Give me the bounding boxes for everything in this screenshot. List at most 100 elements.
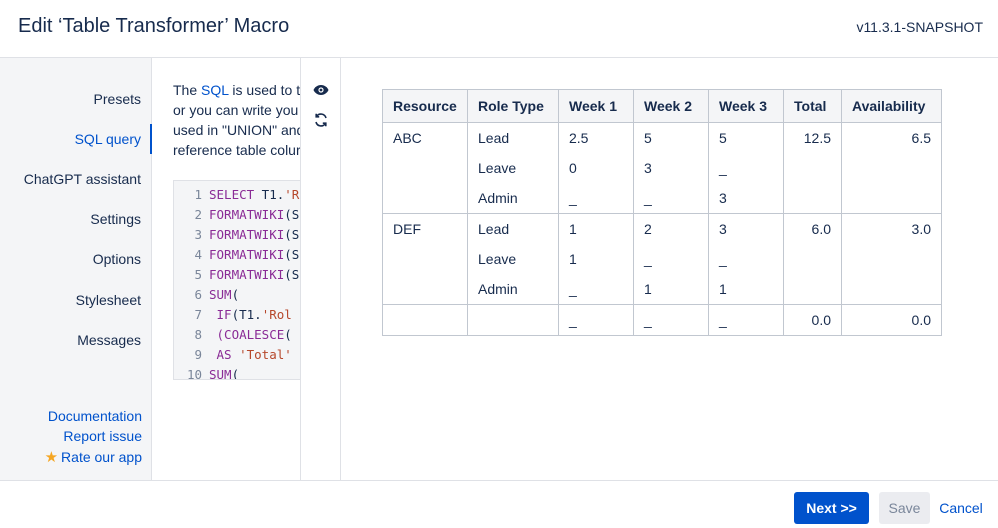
cell-value: 3: [719, 221, 727, 237]
sidebar-item-settings[interactable]: Settings: [90, 211, 141, 227]
cell-value: 0: [569, 160, 577, 176]
code-keyword: FORMATWIKI: [209, 247, 285, 262]
code-text: (: [284, 327, 292, 342]
cell-value: Lead: [478, 130, 510, 146]
cell-value: _: [569, 190, 577, 206]
cell-value: ABC: [393, 130, 422, 146]
next-button[interactable]: Next >>: [794, 492, 869, 524]
sidebar-item-messages[interactable]: Messages: [77, 332, 141, 348]
sidebar-item-chatgpt-assistant[interactable]: ChatGPT assistant: [23, 171, 141, 187]
desc-text: or you can write you: [173, 102, 299, 118]
report-issue-link[interactable]: Report issue: [63, 428, 142, 444]
table-cell: 0.0: [783, 304, 842, 336]
code-keyword: SUM: [209, 367, 232, 380]
table-row: DEF Lead Leave Admin 1 1 _ 2 _ 1 3 _ 1 6.0 3.0: [382, 213, 942, 305]
table-cell: _: [708, 304, 784, 336]
table-cell: ABC: [382, 122, 468, 214]
code-text: (S: [284, 207, 300, 222]
cell-value: 5: [644, 130, 652, 146]
desc-text: used in "UNION" and: [173, 122, 300, 138]
table-cell: 12.5: [783, 122, 842, 214]
cell-value: Admin: [478, 190, 518, 206]
cell-value: 6.0: [811, 221, 831, 237]
sidebar-item-sql-query[interactable]: SQL query: [74, 131, 141, 147]
table-cell: [382, 304, 468, 336]
table-cell: 1 1 _: [558, 213, 634, 305]
table-cell: 3 _ 1: [708, 213, 784, 305]
code-text: [232, 347, 240, 362]
code-line: 7 IF(T1.'Rol: [174, 305, 291, 325]
code-line: 9 AS 'Total': [174, 345, 292, 365]
sidebar-item-stylesheet[interactable]: Stylesheet: [75, 292, 141, 308]
code-text: (S: [284, 247, 300, 262]
table-cell: 2.5 0 _: [558, 122, 634, 214]
dialog-footer: Next >> Save Cancel: [0, 480, 998, 528]
desc-text: The: [173, 82, 202, 98]
cell-value: _: [719, 160, 727, 176]
line-number: 7: [194, 307, 202, 322]
cell-value: _: [644, 251, 652, 267]
cell-value: _: [569, 312, 577, 328]
code-keyword: FORMATWIKI: [209, 207, 285, 222]
documentation-link[interactable]: Documentation: [47, 408, 142, 424]
column-header: Availability: [841, 89, 942, 123]
cell-value: _: [644, 190, 652, 206]
code-line: 8 (COALESCE(: [174, 325, 292, 345]
code-line: 1 SELECT T1.'R: [174, 185, 299, 205]
desc-text: reference table colur: [173, 142, 300, 158]
cell-value: 0.0: [911, 312, 931, 328]
cell-value: _: [569, 281, 577, 297]
sql-link[interactable]: SQL: [201, 82, 229, 98]
cell-value: _: [719, 312, 727, 328]
rate-app-link[interactable]: ★ Rate our app: [45, 448, 142, 466]
cell-value: [393, 305, 457, 335]
cell-value: 0.0: [811, 312, 831, 328]
cancel-button[interactable]: Cancel: [939, 500, 983, 516]
sql-code-editor[interactable]: 1 SELECT T1.'R 2 FORMATWIKI(S 3 FORMATWIKI(S 4…: [173, 180, 300, 380]
column-header: Week 3: [708, 89, 784, 123]
table-row: ABC Lead Leave Admin 2.5 0 _ 5 3 _ 5 _ 3 12.5 6.5: [382, 122, 942, 214]
line-number: 5: [194, 267, 202, 282]
code-line: 10 SUM(: [174, 365, 239, 380]
code-keyword: (COALESCE: [209, 327, 285, 342]
version-label: v11.3.1-SNAPSHOT: [856, 19, 983, 35]
line-number: 6: [194, 287, 202, 302]
save-button[interactable]: Save: [879, 492, 930, 524]
column-header: Total: [783, 89, 842, 123]
code-text: (S: [284, 227, 300, 242]
code-text: T1.: [254, 187, 285, 202]
dialog-title: Edit ‘Table Transformer’ Macro: [18, 15, 290, 37]
cell-value: 1: [644, 281, 652, 297]
cell-value: 2.5: [569, 130, 589, 146]
dialog-header: Edit ‘Table Transformer’ Macro v11.3.1-S…: [0, 0, 998, 58]
active-indicator: [150, 124, 152, 154]
star-icon: ★: [44, 449, 59, 466]
column-header: Week 2: [633, 89, 709, 123]
sidebar-item-presets[interactable]: Presets: [93, 91, 141, 107]
table-cell: _: [558, 304, 634, 336]
code-line: 2 FORMATWIKI(S: [174, 205, 299, 225]
cell-value: DEF: [393, 221, 421, 237]
line-number: 1: [194, 187, 202, 202]
eye-icon[interactable]: [311, 80, 331, 100]
line-number: 3: [194, 227, 202, 242]
code-keyword: AS: [209, 347, 232, 362]
table-row: _ _ _ 0.0 0.0: [382, 304, 942, 336]
cell-value: 12.5: [803, 130, 831, 146]
table-cell: _: [633, 304, 709, 336]
refresh-icon[interactable]: [311, 110, 331, 130]
cell-value: 3: [719, 190, 727, 206]
table-cell: [467, 304, 559, 336]
code-text: (: [231, 287, 240, 302]
line-number: 8: [194, 327, 202, 342]
cell-value: 3: [644, 160, 652, 176]
table-cell: 5 3 _: [633, 122, 709, 214]
sidebar-item-options[interactable]: Options: [92, 251, 141, 267]
table-cell: Lead Leave Admin: [467, 122, 559, 214]
sql-editor-panel: The SQL is used to tr or you can write y…: [152, 58, 300, 480]
cell-value: _: [719, 251, 727, 267]
sql-description: The SQL is used to tr or you can write y…: [173, 80, 300, 160]
code-keyword: FORMATWIKI: [209, 227, 285, 242]
code-string: 'Total': [239, 347, 292, 362]
code-line: 4 FORMATWIKI(S: [174, 245, 299, 265]
